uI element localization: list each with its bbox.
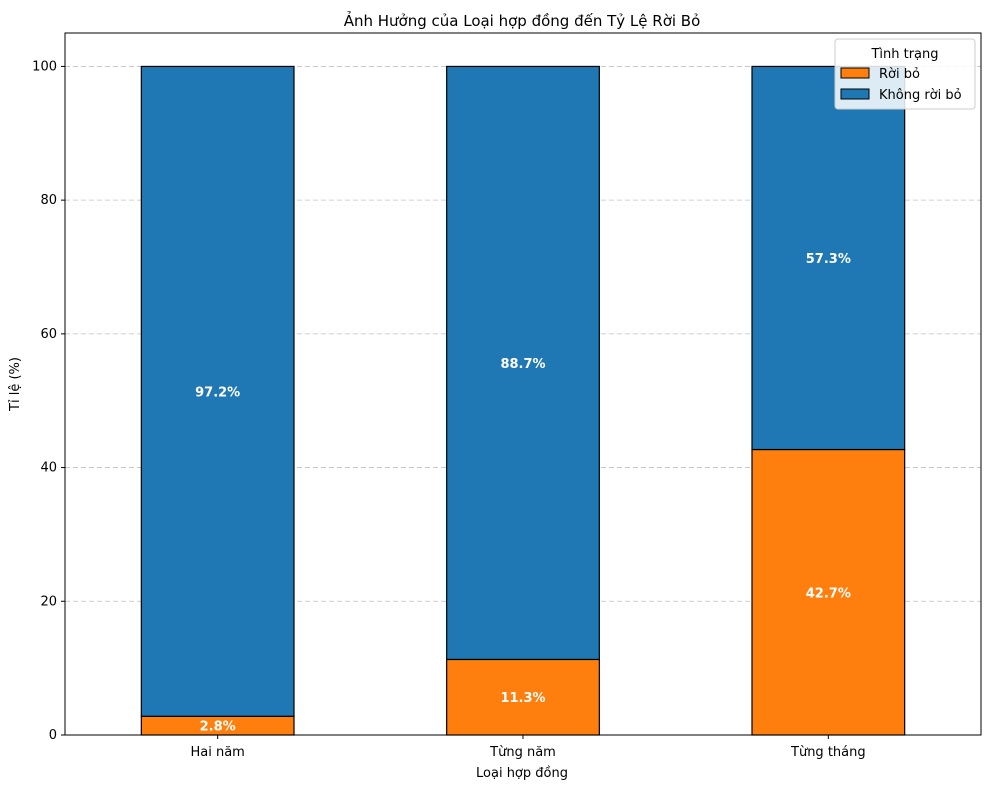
- data-label-roi-bo-tung-thang: 42.7%: [806, 586, 851, 601]
- y-tick-label: 80: [40, 193, 57, 208]
- chart-title: Ảnh Hưởng của Loại hợp đồng đến Tỷ Lệ Rờ…: [344, 10, 701, 30]
- legend-label-roi-bo: Rời bỏ: [879, 67, 920, 82]
- legend-label-khong-roi-bo: Không rời bỏ: [879, 88, 962, 103]
- data-label-khong-roi-bo-hai-nam: 97.2%: [195, 385, 240, 400]
- legend-box: [834, 38, 976, 110]
- legend: Tình trạng Rời bỏ Không rời bỏ: [834, 38, 976, 110]
- data-label-roi-bo-hai-nam: 2.8%: [200, 720, 236, 735]
- x-axis-label: Loại hợp đồng: [476, 766, 568, 781]
- y-tick-label: 0: [49, 728, 57, 743]
- x-tick-label: Từng tháng: [790, 745, 866, 760]
- bar-khong-roi-bo-tung-thang: [751, 65, 906, 451]
- legend-title: Tình trạng: [870, 47, 938, 62]
- axes: 0 20 40 60 80 100 Hai năm Từng năm Từng tháng: [32, 59, 865, 760]
- legend-swatch-khong-roi-bo: [840, 88, 870, 100]
- y-axis-label: Tỉ lệ (%): [8, 357, 23, 412]
- y-tick-label: 40: [40, 461, 57, 476]
- data-label-roi-bo-tung-nam: 11.3%: [500, 691, 545, 706]
- legend-swatch-roi-bo: [840, 67, 870, 79]
- data-label-khong-roi-bo-tung-nam: 88.7%: [500, 357, 545, 372]
- bars: 2.8% 97.2% 11.3% 88.7% 42.7% 57.3%: [140, 65, 906, 736]
- y-tick-label: 100: [32, 59, 57, 74]
- bar-roi-bo-tung-nam: [446, 658, 600, 736]
- y-tick-label: 60: [40, 327, 57, 342]
- data-label-khong-roi-bo-tung-thang: 57.3%: [806, 252, 851, 267]
- x-tick-label: Từng năm: [489, 745, 556, 760]
- bar-khong-roi-bo-hai-nam: [140, 65, 295, 717]
- y-tick-label: 20: [40, 594, 57, 609]
- x-tick-label: Hai năm: [190, 745, 244, 760]
- bar-roi-bo-tung-thang: [751, 448, 906, 736]
- bar-khong-roi-bo-tung-nam: [446, 65, 600, 661]
